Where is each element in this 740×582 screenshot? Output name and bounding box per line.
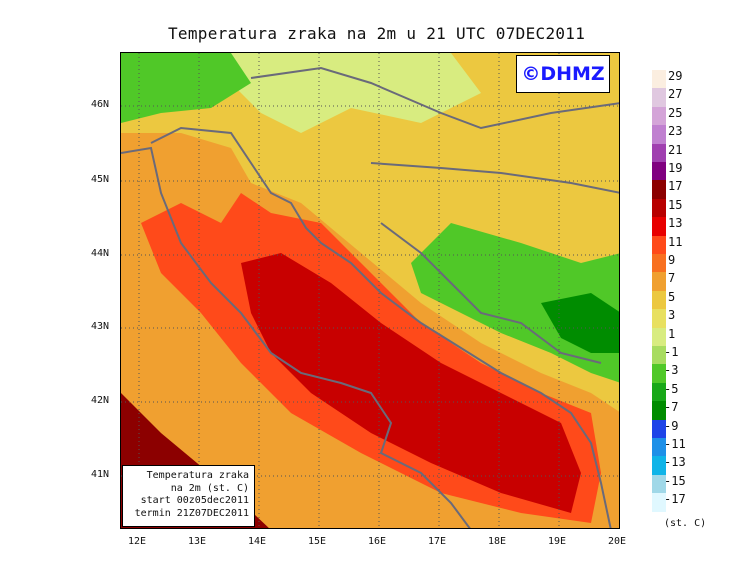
latitude-label: 46N <box>91 99 110 110</box>
legend-level-label: 7 <box>668 271 676 286</box>
legend-level-label: -7 <box>664 400 679 415</box>
longitude-label: 13E <box>188 536 207 547</box>
latitude-label: 45N <box>91 174 110 185</box>
legend-swatch <box>652 290 666 310</box>
map-title: Temperatura zraka na 2m u 21 UTC 07DEC20… <box>168 24 586 43</box>
dinaric-coldest-region <box>541 293 619 353</box>
temperature-field <box>121 53 619 528</box>
longitude-label: 16E <box>368 536 387 547</box>
legend-level-label: 1 <box>668 326 676 341</box>
latitude-label: 43N <box>91 321 110 332</box>
longitude-label: 15E <box>308 536 327 547</box>
legend-level-label: 11 <box>668 234 683 249</box>
legend-unit: (st. C) <box>664 518 707 529</box>
legend-swatch <box>652 106 666 126</box>
legend-swatch <box>652 217 666 236</box>
legend-swatch <box>652 143 666 162</box>
legend-swatch <box>652 125 666 144</box>
legend-swatch <box>652 88 666 107</box>
legend-level-label: -17 <box>664 492 686 507</box>
latitude-label: 41N <box>91 469 110 480</box>
legend-swatch <box>652 235 666 254</box>
legend-level-label: 21 <box>668 142 683 157</box>
legend-level-label: 5 <box>668 289 676 304</box>
legend-swatch <box>652 456 666 475</box>
legend-swatch <box>652 346 666 365</box>
info-line-termin: termin 21Z07DEC2011 <box>134 507 249 519</box>
legend-swatch <box>652 364 666 383</box>
country-border <box>380 222 602 364</box>
legend-swatch <box>652 474 666 494</box>
dhmz-logo: ©DHMZ <box>516 55 610 93</box>
longitude-label: 19E <box>548 536 567 547</box>
italy-coastline <box>121 146 471 528</box>
legend-swatch <box>652 493 666 512</box>
longitude-label: 14E <box>248 536 267 547</box>
legend-level-label: 23 <box>668 124 683 139</box>
info-box: Temperatura zraka na 2m (st. C) start 00… <box>122 465 255 527</box>
legend-level-label: 25 <box>668 105 683 120</box>
legend-swatch <box>652 438 666 457</box>
country-border <box>250 66 619 130</box>
sea-warmest-core <box>241 253 581 513</box>
graticule <box>121 53 619 528</box>
legend-level-label: 19 <box>668 161 683 175</box>
info-line-units: na 2m (st. C) <box>170 482 249 494</box>
longitude-label: 20E <box>608 536 627 547</box>
info-line-start: start 00z05dec2011 <box>140 495 249 506</box>
legend-swatch <box>652 180 666 199</box>
temperature-map <box>120 52 620 529</box>
coastline <box>150 126 612 528</box>
legend-level-label: -11 <box>664 437 686 451</box>
legend-level-label: -13 <box>664 455 686 470</box>
legend-level-label: -9 <box>664 418 679 433</box>
legend-swatch <box>652 401 666 420</box>
legend-level-label: 29 <box>668 69 683 83</box>
dinaric-cold-region <box>411 223 619 383</box>
legend-level-label: -5 <box>664 381 679 396</box>
legend-level-label: 3 <box>668 308 676 323</box>
legend-swatch <box>652 70 666 89</box>
legend-swatch <box>652 162 666 181</box>
legend-level-label: 17 <box>668 179 683 194</box>
legend-swatch <box>652 254 666 273</box>
longitude-label: 18E <box>488 536 507 547</box>
legend-level-label: -3 <box>664 363 679 378</box>
longitude-label: 17E <box>428 536 447 547</box>
legend-swatch <box>652 272 666 291</box>
country-border <box>370 162 619 194</box>
latitude-label: 42N <box>91 395 110 406</box>
legend-level-label: -1 <box>664 345 679 359</box>
legend-level-label: -15 <box>664 473 686 488</box>
legend-level-label: 15 <box>668 197 683 212</box>
legend-swatch <box>652 382 666 402</box>
legend-swatch <box>652 198 666 218</box>
legend-level-label: 13 <box>668 216 683 231</box>
legend-level-label: 9 <box>668 253 676 267</box>
legend-swatch <box>652 419 666 438</box>
pale-region <box>231 53 481 133</box>
latitude-label: 44N <box>91 248 110 259</box>
longitude-label: 12E <box>128 536 147 547</box>
legend-swatch <box>652 327 666 346</box>
legend-swatch <box>652 309 666 328</box>
legend-level-label: 27 <box>668 87 683 102</box>
info-line-variable: Temperatura zraka <box>146 470 249 481</box>
